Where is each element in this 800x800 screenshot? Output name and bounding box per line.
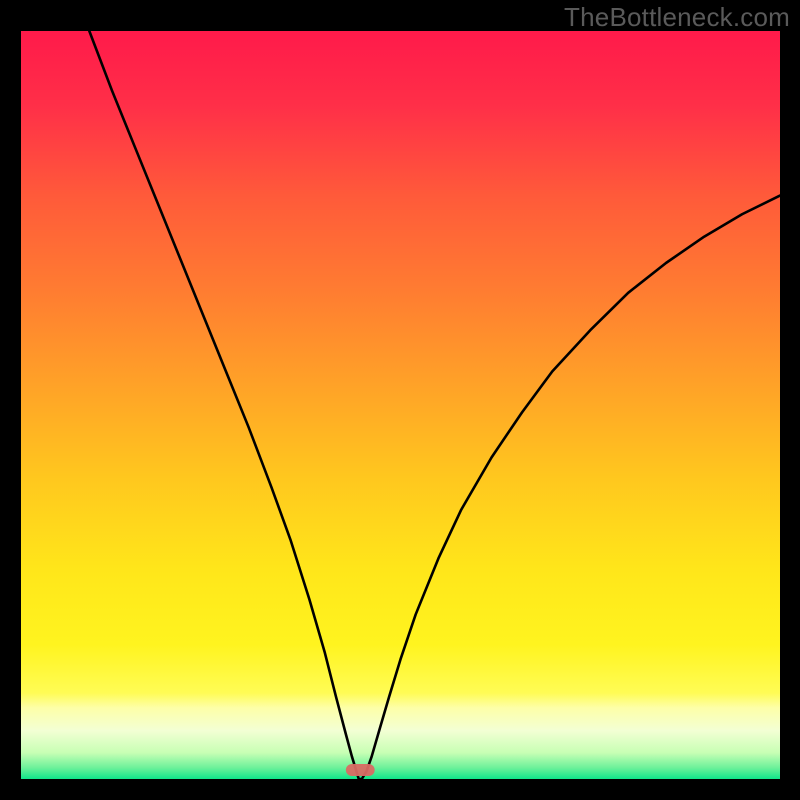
chart-gradient-background [21, 31, 780, 779]
chart-stage: TheBottleneck.com [0, 0, 800, 800]
bottleneck-chart-svg [0, 0, 800, 800]
bottleneck-marker [346, 764, 375, 776]
watermark-text: TheBottleneck.com [564, 2, 790, 33]
